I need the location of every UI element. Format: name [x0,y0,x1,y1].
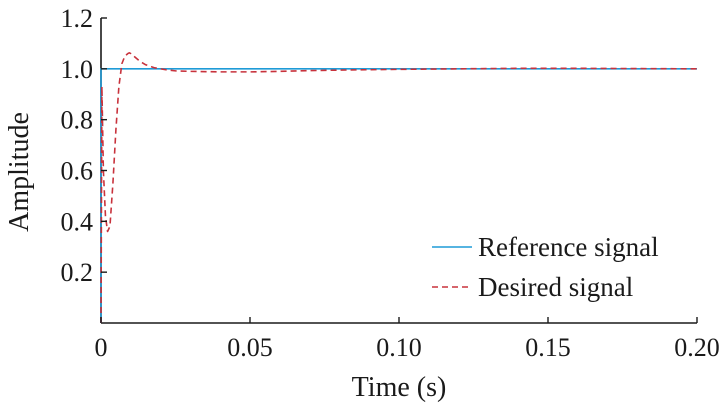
x-tick-label: 0.10 [376,333,422,362]
y-tick-label: 0.6 [61,157,94,186]
x-axis-title: Time (s) [352,372,447,403]
x-tick-label: 0.20 [674,333,719,362]
y-tick-label: 0.4 [61,207,94,236]
y-axis-title: Amplitude [4,112,35,232]
x-tick-label: 0.15 [525,333,571,362]
x-tick-label: 0 [95,333,108,362]
y-tick-label: 1.2 [61,4,94,33]
y-tick-label: 0.2 [61,258,94,287]
x-tick-label: 0.05 [227,333,273,362]
y-tick-label: 0.8 [61,106,94,135]
legend-label-desired: Desired signal [478,272,633,302]
legend-label-reference: Reference signal [478,232,659,262]
ticks: 0 0.05 0.10 0.15 0.20 0.2 0.4 0.6 0.8 1.0 1.2 [61,4,719,362]
y-tick-label: 1.0 [61,55,94,84]
legend: Reference signal Desired signal [432,232,659,302]
